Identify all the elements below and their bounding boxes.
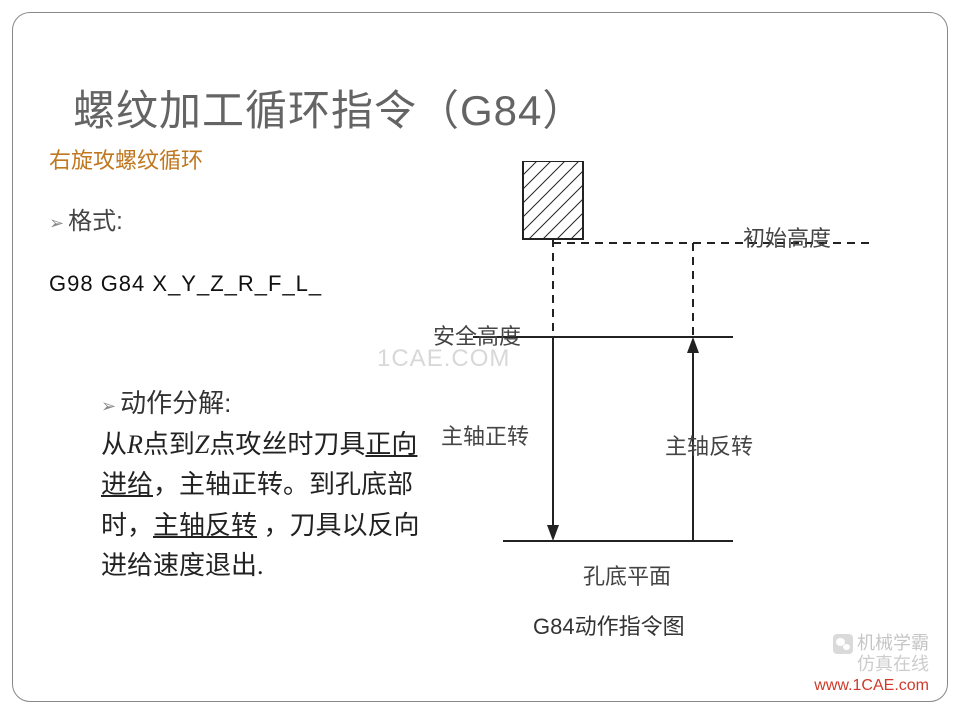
slide-frame: 螺纹加工循环指令（G84） 右旋攻螺纹循环 ➢格式: G98 G84 X_Y_Z…	[12, 12, 948, 702]
txt: 从	[101, 430, 127, 459]
txt: 点到	[143, 430, 195, 459]
txt: 点攻丝时刀具	[209, 430, 365, 459]
label-spindle-fwd: 主轴正转	[441, 419, 529, 451]
action-header-row: ➢动作分解:	[101, 383, 231, 420]
var-Z: Z	[195, 430, 209, 459]
bullet-icon: ➢	[49, 213, 64, 233]
wechat-icon	[833, 634, 853, 654]
slide-title: 螺纹加工循环指令（G84）	[73, 77, 585, 138]
label-hole-bottom: 孔底平面	[583, 559, 671, 591]
var-R: R	[127, 430, 143, 459]
underline-rev: 主轴反转	[153, 511, 257, 540]
label-spindle-rev: 主轴反转	[665, 429, 753, 461]
gcode-line: G98 G84 X_Y_Z_R_F_L_	[49, 271, 322, 297]
footer-line3: www.1CAE.com	[814, 676, 929, 695]
label-safe-height: 安全高度	[433, 319, 521, 351]
footer-line1-text: 机械学霸	[857, 633, 929, 653]
footer-watermarks: 机械学霸 仿真在线 www.1CAE.com	[814, 633, 929, 695]
format-label: 格式:	[68, 208, 123, 235]
slide-subtitle: 右旋攻螺纹循环	[49, 143, 203, 175]
footer-line2: 仿真在线	[814, 654, 929, 676]
label-init-height: 初始高度	[743, 221, 831, 253]
diagram-svg	[443, 161, 923, 621]
bullet-icon: ➢	[101, 396, 116, 416]
diagram-caption: G84动作指令图	[533, 609, 685, 641]
action-body: 从R点到Z点攻丝时刀具正向进给，主轴正转。到孔底部时，主轴反转 ，刀具以反向进给…	[101, 425, 431, 586]
g84-diagram: 初始高度 安全高度 主轴正转 主轴反转 孔底平面 G84动作指令图	[443, 161, 923, 621]
footer-line1: 机械学霸	[814, 633, 929, 655]
format-label-row: ➢格式:	[49, 201, 123, 236]
action-header: 动作分解:	[120, 388, 231, 418]
